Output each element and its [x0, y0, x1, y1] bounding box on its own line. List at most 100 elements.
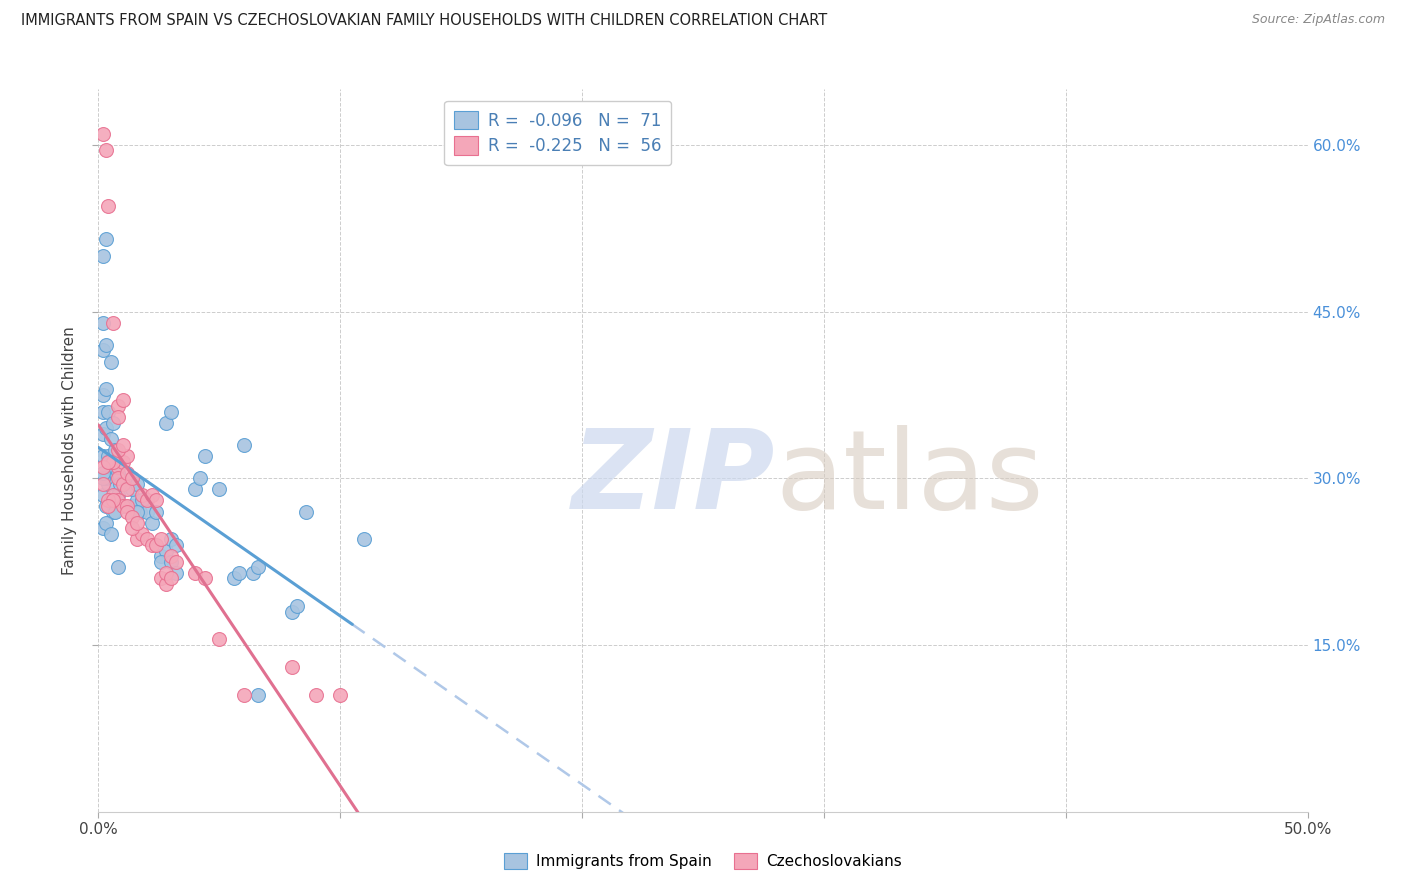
Point: [160, 549, 183, 563]
Point: [91, 471, 114, 485]
Point: [117, 466, 139, 480]
Point: [94, 338, 117, 352]
Point: [107, 466, 129, 480]
Point: [135, 493, 157, 508]
Point: [91, 476, 114, 491]
Point: [91, 466, 114, 480]
Point: [97, 476, 120, 491]
Point: [127, 533, 149, 547]
Point: [165, 538, 187, 552]
Point: [150, 549, 173, 563]
Point: [111, 476, 134, 491]
Point: [97, 454, 120, 468]
Point: [91, 521, 114, 535]
Point: [94, 516, 117, 530]
Point: [107, 399, 129, 413]
Point: [111, 499, 134, 513]
Point: [131, 526, 153, 541]
Point: [117, 449, 139, 463]
Point: [155, 543, 177, 558]
Point: [208, 483, 231, 497]
Point: [135, 533, 157, 547]
Point: [232, 438, 254, 452]
Text: Source: ZipAtlas.com: Source: ZipAtlas.com: [1251, 13, 1385, 27]
Point: [184, 483, 207, 497]
Point: [131, 493, 153, 508]
Point: [104, 443, 127, 458]
Legend: R =  -0.096   N =  71, R =  -0.225   N =  56: R = -0.096 N = 71, R = -0.225 N = 56: [444, 101, 671, 165]
Point: [117, 483, 139, 497]
Point: [91, 404, 114, 418]
Point: [101, 416, 124, 430]
Point: [91, 388, 114, 402]
Point: [145, 493, 167, 508]
Point: [247, 688, 270, 702]
Point: [194, 449, 217, 463]
Point: [91, 449, 114, 463]
Point: [165, 566, 187, 580]
Point: [295, 505, 318, 519]
Point: [127, 493, 149, 508]
Point: [91, 488, 114, 502]
Point: [141, 488, 163, 502]
Point: [108, 476, 131, 491]
Text: ZIP: ZIP: [572, 425, 776, 532]
Text: atlas: atlas: [776, 425, 1045, 532]
Point: [91, 460, 114, 475]
Point: [94, 144, 117, 158]
Point: [111, 393, 134, 408]
Point: [285, 599, 308, 613]
Point: [111, 454, 134, 468]
Point: [127, 516, 149, 530]
Point: [91, 249, 114, 263]
Point: [91, 343, 114, 358]
Point: [107, 443, 129, 458]
Point: [165, 555, 187, 569]
Point: [329, 688, 352, 702]
Point: [94, 499, 117, 513]
Point: [141, 538, 163, 552]
Point: [121, 483, 143, 497]
Point: [160, 571, 183, 585]
Point: [101, 505, 124, 519]
Point: [208, 632, 231, 647]
Point: [281, 605, 304, 619]
Point: [141, 516, 163, 530]
Point: [100, 526, 122, 541]
Point: [101, 454, 124, 468]
Point: [107, 488, 129, 502]
Point: [155, 577, 177, 591]
Point: [97, 449, 120, 463]
Point: [107, 471, 129, 485]
Point: [97, 199, 120, 213]
Point: [117, 499, 139, 513]
Point: [100, 354, 122, 368]
Point: [101, 488, 124, 502]
Point: [247, 560, 270, 574]
Point: [101, 460, 124, 475]
Point: [100, 433, 122, 447]
Point: [160, 404, 183, 418]
Point: [101, 316, 124, 330]
Point: [101, 454, 124, 468]
Point: [184, 566, 207, 580]
Point: [305, 688, 328, 702]
Point: [97, 454, 120, 468]
Point: [111, 438, 134, 452]
Point: [97, 493, 120, 508]
Point: [94, 232, 117, 246]
Point: [107, 410, 129, 425]
Point: [91, 426, 114, 441]
Text: IMMIGRANTS FROM SPAIN VS CZECHOSLOVAKIAN FAMILY HOUSEHOLDS WITH CHILDREN CORRELA: IMMIGRANTS FROM SPAIN VS CZECHOSLOVAKIAN…: [21, 13, 827, 29]
Point: [97, 499, 120, 513]
Point: [101, 493, 124, 508]
Point: [150, 571, 173, 585]
Point: [145, 505, 167, 519]
Point: [188, 471, 211, 485]
Point: [131, 488, 153, 502]
Point: [150, 555, 173, 569]
Point: [121, 499, 143, 513]
Point: [117, 505, 139, 519]
Point: [107, 560, 129, 574]
Y-axis label: Family Households with Children: Family Households with Children: [62, 326, 77, 574]
